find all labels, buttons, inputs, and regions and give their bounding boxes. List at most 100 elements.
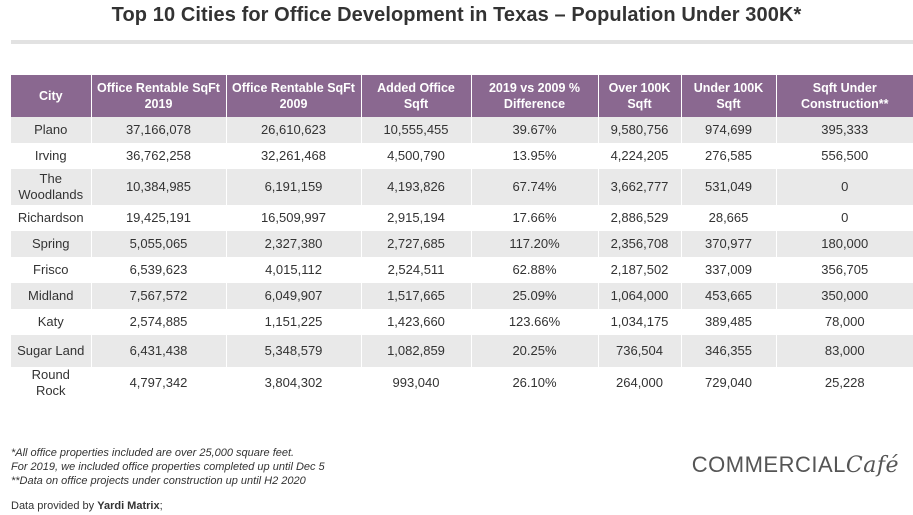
city-cell: Round Rock — [11, 367, 91, 399]
value-cell: 2,524,511 — [360, 257, 471, 283]
value-cell: 2,327,380 — [225, 231, 361, 257]
value-cell: 7,567,572 — [90, 283, 226, 309]
value-cell: 4,015,112 — [225, 257, 361, 283]
footnote: **Data on office projects under construc… — [11, 475, 306, 487]
value-cell: 26.10% — [470, 367, 598, 399]
value-cell: 4,193,826 — [360, 169, 471, 205]
footnotes: *All office properties included are over… — [11, 446, 325, 488]
value-cell: 974,699 — [680, 117, 776, 143]
table-row: The Woodlands 10,384,985 6,191,159 4,193,82… — [11, 169, 913, 205]
value-cell: 117.20% — [470, 231, 598, 257]
value-cell: 2,574,885 — [90, 309, 226, 335]
column-header: City — [11, 75, 91, 117]
value-cell: 39.67% — [470, 117, 598, 143]
value-cell: 6,191,159 — [225, 169, 361, 205]
value-cell: 556,500 — [775, 143, 913, 169]
city-cell: Midland — [11, 283, 91, 309]
value-cell: 3,804,302 — [225, 367, 361, 399]
table-header-row: City Office Rentable SqFt 2019 Office Rent… — [11, 75, 913, 117]
value-cell: 6,539,623 — [90, 257, 226, 283]
city-cell: Plano — [11, 117, 91, 143]
value-cell: 83,000 — [775, 335, 913, 367]
table-row: Midland 7,567,572 6,049,907 1,517,665 25.09%… — [11, 283, 913, 309]
value-cell: 1,151,225 — [225, 309, 361, 335]
footnote: *All office properties included are over… — [11, 447, 295, 459]
value-cell: 180,000 — [775, 231, 913, 257]
value-cell: 356,705 — [775, 257, 913, 283]
city-cell: Sugar Land — [11, 335, 91, 367]
value-cell: 531,049 — [680, 169, 776, 205]
city-cell: Katy — [11, 309, 91, 335]
value-cell: 1,034,175 — [597, 309, 681, 335]
value-cell: 0 — [775, 205, 913, 231]
value-cell: 736,504 — [597, 335, 681, 367]
value-cell: 6,049,907 — [225, 283, 361, 309]
value-cell: 346,355 — [680, 335, 776, 367]
value-cell: 9,580,756 — [597, 117, 681, 143]
value-cell: 350,000 — [775, 283, 913, 309]
value-cell: 17.66% — [470, 205, 598, 231]
value-cell: 1,064,000 — [597, 283, 681, 309]
value-cell: 62.88% — [470, 257, 598, 283]
column-header: Added Office Sqft — [360, 75, 471, 117]
footnote: For 2019, we included office properties … — [11, 461, 325, 473]
value-cell: 25.09% — [470, 283, 598, 309]
value-cell: 78,000 — [775, 309, 913, 335]
value-cell: 2,727,685 — [360, 231, 471, 257]
source-name: Yardi Matrix — [97, 500, 160, 512]
column-header: Office Rentable SqFt 2009 — [225, 75, 361, 117]
value-cell: 2,915,194 — [360, 205, 471, 231]
value-cell: 729,040 — [680, 367, 776, 399]
value-cell: 1,517,665 — [360, 283, 471, 309]
table-row: Frisco 6,539,623 4,015,112 2,524,511 62.88% 2… — [11, 257, 913, 283]
table-row: Round Rock 4,797,342 3,804,302 993,040 26.10… — [11, 367, 913, 399]
table-row: Plano 37,166,078 26,610,623 10,555,455 39.67… — [11, 117, 913, 143]
value-cell: 370,977 — [680, 231, 776, 257]
value-cell: 453,665 — [680, 283, 776, 309]
value-cell: 37,166,078 — [90, 117, 226, 143]
table-row: Katy 2,574,885 1,151,225 1,423,660 123.66% 1,… — [11, 309, 913, 335]
column-header: Under 100K Sqft — [680, 75, 776, 117]
data-source: Data provided by Yardi Matrix; — [11, 500, 163, 512]
value-cell: 26,610,623 — [225, 117, 361, 143]
title-divider — [11, 40, 913, 44]
source-suffix: ; — [159, 500, 163, 512]
value-cell: 36,762,258 — [90, 143, 226, 169]
column-header: Office Rentable SqFt 2019 — [90, 75, 226, 117]
value-cell: 6,431,438 — [90, 335, 226, 367]
city-cell: Frisco — [11, 257, 91, 283]
table-body: Plano 37,166,078 26,610,623 10,555,455 39.67… — [11, 117, 913, 399]
value-cell: 2,187,502 — [597, 257, 681, 283]
value-cell: 2,886,529 — [597, 205, 681, 231]
value-cell: 0 — [775, 169, 913, 205]
value-cell: 20.25% — [470, 335, 598, 367]
value-cell: 16,509,997 — [225, 205, 361, 231]
value-cell: 5,055,065 — [90, 231, 226, 257]
value-cell: 993,040 — [360, 367, 471, 399]
logo-main-text: COMMERCIAL — [691, 452, 846, 477]
value-cell: 67.74% — [470, 169, 598, 205]
table-row: Irving 36,762,258 32,261,468 4,500,790 13.95… — [11, 143, 913, 169]
value-cell: 5,348,579 — [225, 335, 361, 367]
value-cell: 3,662,777 — [597, 169, 681, 205]
city-cell: Spring — [11, 231, 91, 257]
column-header: 2019 vs 2009 % Difference — [470, 75, 598, 117]
value-cell: 123.66% — [470, 309, 598, 335]
value-cell: 32,261,468 — [225, 143, 361, 169]
value-cell: 1,423,660 — [360, 309, 471, 335]
value-cell: 10,555,455 — [360, 117, 471, 143]
page-title: Top 10 Cities for Office Development in … — [111, 4, 802, 26]
value-cell: 276,585 — [680, 143, 776, 169]
value-cell: 2,356,708 — [597, 231, 681, 257]
city-cell: Richardson — [11, 205, 91, 231]
value-cell: 395,333 — [775, 117, 913, 143]
value-cell: 25,228 — [775, 367, 913, 399]
table-row: Richardson 19,425,191 16,509,997 2,915,194 1… — [11, 205, 913, 231]
commercialcafe-logo: COMMERCIALCafé — [692, 452, 899, 478]
table-row: Sugar Land 6,431,438 5,348,579 1,082,859 20.… — [11, 335, 913, 367]
value-cell: 13.95% — [470, 143, 598, 169]
column-header: Over 100K Sqft — [597, 75, 681, 117]
logo-script-text: Café — [845, 453, 899, 478]
value-cell: 264,000 — [597, 367, 681, 399]
source-prefix: Data provided by — [11, 500, 98, 512]
